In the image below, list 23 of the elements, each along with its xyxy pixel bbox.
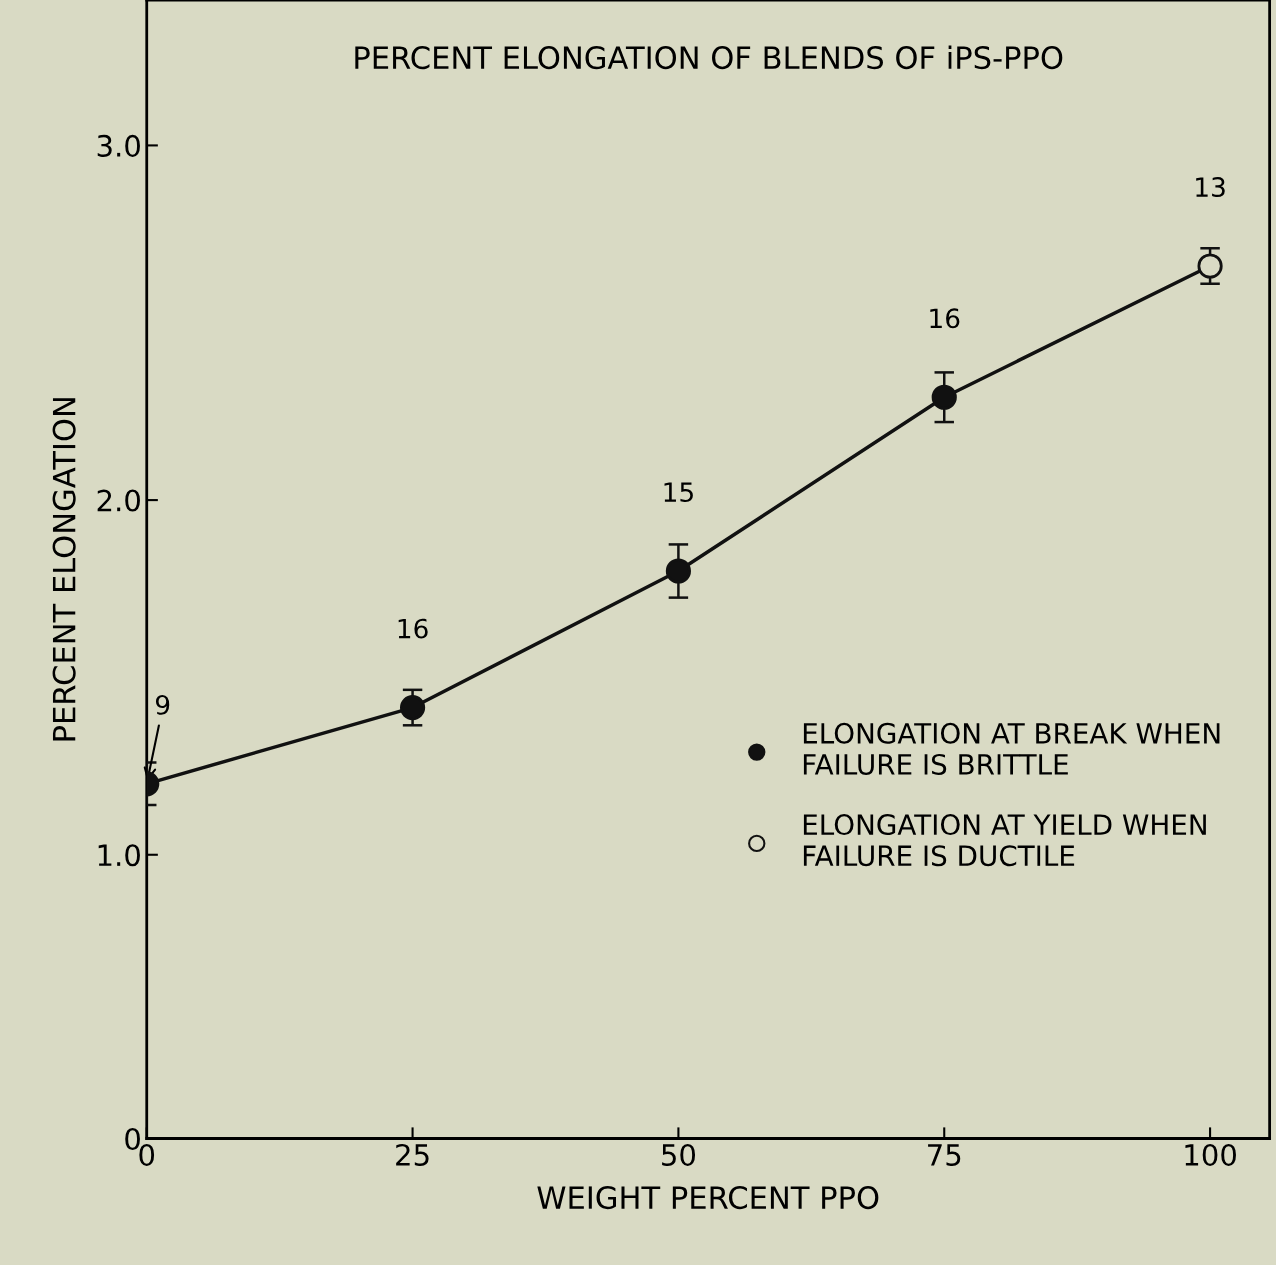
y-tick-label: 3.0 — [97, 134, 140, 157]
annotation: 16 — [398, 618, 428, 639]
y-axis-title: PERCENT ELONGATION — [52, 398, 76, 741]
point — [931, 384, 957, 410]
x-tick-label: 100 — [1185, 1143, 1236, 1166]
annotation: 16 — [930, 308, 960, 329]
point — [1197, 253, 1223, 279]
x-axis-title: WEIGHT PERCENT PPO — [537, 1186, 879, 1210]
annotation: 9 — [155, 694, 170, 715]
point — [665, 558, 691, 584]
text: PERCENT ELONGATION OF BLENDS OF iPS-PPO — [355, 45, 1063, 70]
y-tick-label: 0 — [125, 1127, 140, 1150]
x-tick-label: 0 — [139, 1143, 155, 1166]
y-tick-label: 1.0 — [98, 844, 140, 867]
annotation: 13 — [1196, 177, 1225, 198]
legend-label: ELONGATION AT BREAK WHEN FAILURE IS BRITTLE — [803, 722, 1220, 775]
x-tick-label: 50 — [662, 1143, 696, 1166]
annotation: 15 — [664, 482, 693, 503]
y-tick-label: 2.0 — [97, 489, 140, 512]
x-tick-label: 75 — [928, 1144, 961, 1166]
point — [399, 694, 426, 721]
x-tick-label: 25 — [396, 1143, 429, 1166]
legend-label: ELONGATION AT YIELD WHEN FAILURE IS DUCTILE — [803, 814, 1206, 867]
